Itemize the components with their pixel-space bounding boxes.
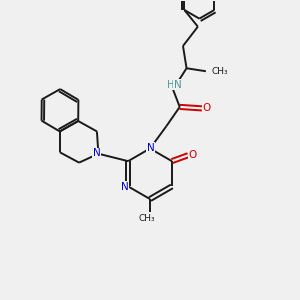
Text: H: H bbox=[167, 80, 175, 90]
Text: N: N bbox=[93, 148, 101, 158]
Text: CH₃: CH₃ bbox=[139, 214, 155, 223]
Text: N: N bbox=[121, 182, 128, 192]
Text: O: O bbox=[188, 150, 196, 160]
Text: CH₃: CH₃ bbox=[212, 67, 228, 76]
Text: N: N bbox=[174, 80, 182, 90]
Text: O: O bbox=[202, 103, 211, 113]
Text: N: N bbox=[147, 143, 154, 153]
